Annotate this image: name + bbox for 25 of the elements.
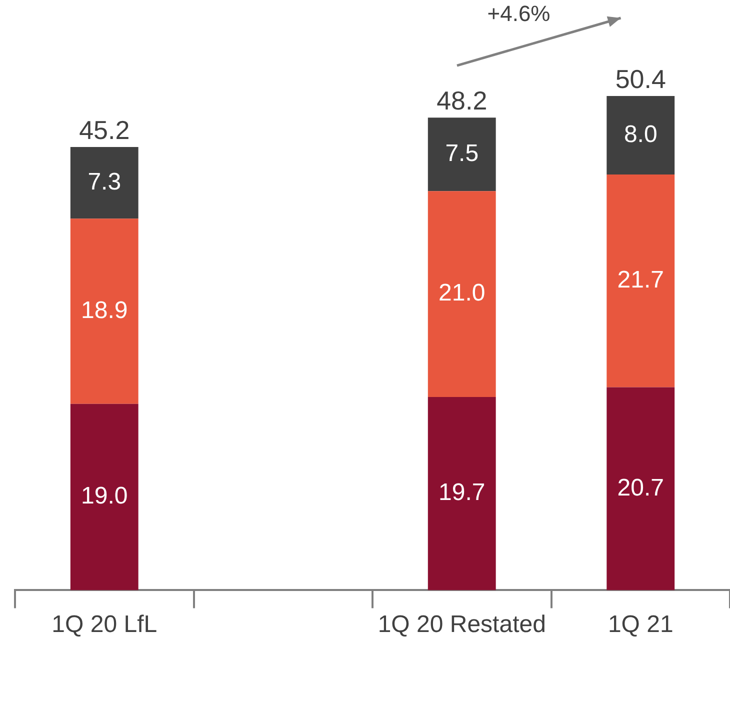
bar — [70, 218, 138, 404]
bar — [606, 96, 675, 174]
x-tick-label: 1Q 21 — [608, 611, 674, 638]
bar — [428, 118, 496, 192]
text: +4.6% — [487, 1, 550, 26]
x-tick-label: 1Q 20 LfL — [52, 611, 158, 638]
bar — [70, 146, 138, 219]
total-label: 48.2 — [436, 86, 488, 116]
total-label: 45.2 — [79, 115, 130, 146]
data-label: 19.0 — [81, 482, 128, 510]
bar — [70, 404, 138, 590]
total-label: 50.4 — [615, 64, 666, 94]
bar — [606, 174, 675, 388]
bar — [606, 387, 675, 590]
data-label: 7.3 — [88, 168, 122, 196]
data-label: 19.7 — [438, 479, 486, 506]
data-label: 18.9 — [81, 296, 128, 324]
data-label: 20.7 — [617, 474, 664, 502]
bar — [428, 191, 496, 398]
data-label: 7.5 — [445, 140, 479, 167]
data-label: 21.7 — [617, 266, 664, 294]
data-label: 21.0 — [438, 280, 486, 307]
x-tick-label: 1Q 20 Restated — [378, 611, 546, 638]
data-label: 8.0 — [624, 120, 658, 148]
bar — [428, 397, 496, 590]
